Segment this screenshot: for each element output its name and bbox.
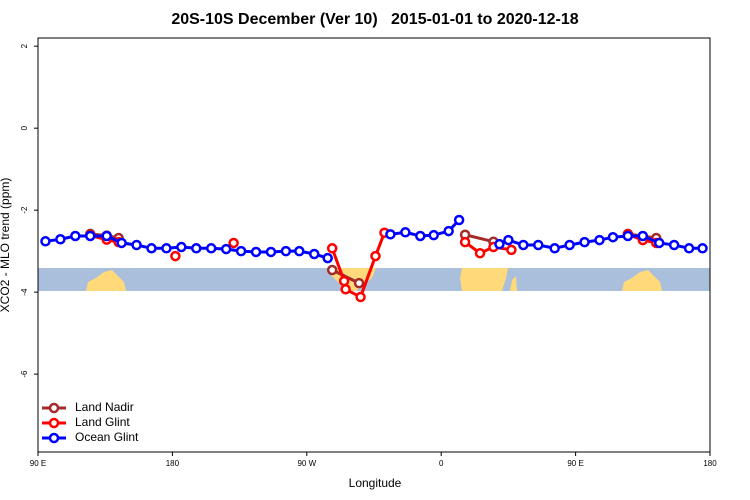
- land: [622, 270, 662, 291]
- x-tick-label: 90 E: [567, 459, 583, 468]
- point: [322, 252, 333, 264]
- x-tick-label: 0: [439, 459, 444, 468]
- legend-marker: [48, 402, 60, 414]
- point: [353, 277, 365, 289]
- point: [697, 243, 708, 254]
- point: [668, 239, 680, 251]
- point: [265, 246, 277, 258]
- point: [579, 236, 590, 248]
- legend-label: Ocean Glint: [75, 430, 139, 444]
- legend-label: Land Glint: [75, 415, 130, 429]
- point: [453, 214, 465, 226]
- y-tick-label: 0: [20, 125, 29, 130]
- point: [506, 244, 517, 256]
- point: [637, 230, 649, 242]
- point: [85, 230, 96, 242]
- y-tick-label: -6: [20, 370, 29, 378]
- x-tick-label: 90 W: [297, 459, 316, 468]
- point: [309, 248, 320, 260]
- land: [460, 268, 508, 291]
- point: [443, 225, 454, 237]
- point: [40, 236, 51, 247]
- point: [146, 243, 157, 254]
- ocean-band: [38, 268, 710, 291]
- point: [250, 246, 262, 258]
- point: [116, 237, 127, 249]
- y-tick-label: -4: [20, 288, 29, 296]
- point: [494, 238, 505, 250]
- point: [326, 264, 338, 276]
- legend-label: Land Nadir: [75, 400, 134, 414]
- point: [220, 243, 232, 255]
- point: [653, 237, 665, 249]
- point: [191, 243, 202, 254]
- point: [235, 245, 247, 257]
- point: [340, 284, 351, 295]
- point: [415, 230, 426, 242]
- point: [294, 245, 305, 257]
- legend-marker: [48, 432, 60, 444]
- chart-title: 20S-10S December (Ver 10) 2015-01-01 to …: [171, 11, 578, 28]
- y-tick-label: -2: [20, 206, 29, 214]
- point: [385, 229, 396, 240]
- point: [549, 243, 560, 254]
- point: [607, 231, 619, 243]
- point: [533, 239, 544, 251]
- point: [474, 247, 486, 259]
- point: [205, 243, 217, 254]
- point: [280, 245, 292, 257]
- x-tick-label: 180: [703, 459, 717, 468]
- point: [564, 239, 575, 251]
- point: [326, 243, 338, 254]
- point: [70, 230, 81, 242]
- point: [55, 234, 66, 245]
- point: [683, 243, 695, 254]
- map-strip: [38, 268, 710, 291]
- point: [622, 230, 634, 242]
- point: [338, 275, 350, 287]
- x-tick-label: 90 E: [30, 459, 46, 468]
- point: [459, 236, 471, 248]
- point: [518, 239, 529, 251]
- point: [355, 291, 366, 303]
- plot-frame: [37, 37, 711, 453]
- y-tick-label: 2: [20, 43, 29, 48]
- point: [503, 234, 514, 246]
- point: [370, 250, 381, 262]
- point: [400, 227, 411, 238]
- point: [161, 243, 172, 254]
- point: [594, 234, 605, 246]
- point: [170, 250, 181, 262]
- legend-marker: [48, 417, 60, 429]
- point: [131, 239, 142, 251]
- x-tick-label: 180: [166, 459, 180, 468]
- y-axis-label: XCO2 - MLO trend (ppm): [0, 178, 12, 313]
- point: [428, 229, 439, 241]
- land: [86, 270, 126, 291]
- point: [228, 237, 239, 249]
- point: [101, 230, 112, 242]
- land: [510, 276, 517, 291]
- x-axis-label: Longitude: [349, 476, 402, 490]
- point: [176, 241, 187, 253]
